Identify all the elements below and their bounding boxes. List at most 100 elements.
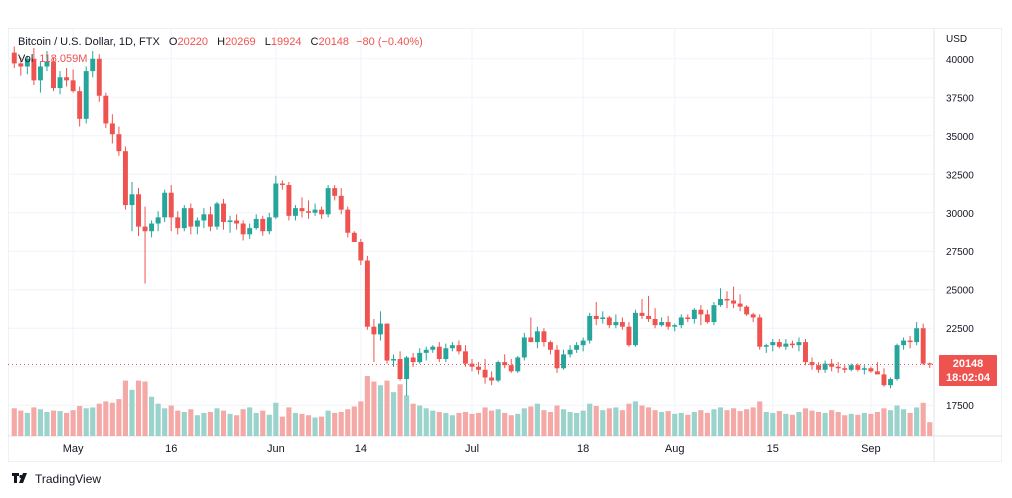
volume-bar [436,412,442,436]
chart-background [8,28,1002,462]
brand-name: TradingView [35,472,102,486]
volume-bar [109,402,115,436]
volume-bar [194,415,200,436]
volume-bar [181,412,187,436]
candle-body [574,345,580,350]
x-tick-label: 15 [767,443,779,455]
tradingview-logo-icon [12,473,27,483]
volume-bar [678,412,684,436]
candle-body [155,217,161,224]
candle-body [70,80,76,92]
candle-body [377,323,383,335]
volume-bar [711,409,717,436]
volume-legend: Vol 118.059M [18,51,87,67]
volume-bar [593,406,599,436]
candle-body [489,377,495,381]
candle-body [482,369,488,378]
volume-bar [410,403,416,436]
volume-bar [220,410,227,436]
candle-body [90,58,96,72]
volume-bar [717,407,724,436]
candle-body [286,185,292,216]
volume-bar [11,408,17,436]
volume-bar [325,410,331,436]
candle-body [371,326,377,335]
candle-body [619,322,625,327]
x-tick-label: 14 [355,443,367,455]
volume-bar [83,408,89,436]
volume-bar [920,402,926,436]
close-value: 20148 [318,36,350,48]
candle-body [292,208,298,216]
candle-body [129,194,135,206]
x-tick-label: Aug [665,443,685,455]
candle-body [547,342,553,350]
symbol-legend: Bitcoin / U.S. Dollar, 1D, FTX O20220 H2… [18,34,423,50]
candle-body [404,357,410,380]
volume-bar [776,411,782,436]
candle-body [704,314,710,323]
volume-bar [417,405,423,436]
candle-body [789,343,795,346]
candle-body [253,218,259,229]
candle-body [567,349,573,355]
candle-body [724,298,730,301]
y-tick-label: 22500 [946,324,974,335]
volume-bar [600,410,606,436]
candle-body [57,77,63,89]
volume-bar [789,414,795,436]
candle-body [665,322,671,327]
volume-bar [626,403,632,436]
volume-bar [253,412,259,436]
volume-bar [796,412,802,436]
volume-bar [822,412,828,436]
y-axis-label: USD [946,34,967,45]
volume-bar [18,410,24,436]
volume-bar [874,412,880,436]
volume-bar [835,412,841,436]
volume-bar [31,407,37,436]
volume-value: 118.059M [39,53,88,65]
brand-footer[interactable]: TradingView [12,472,101,486]
candle-body [868,368,874,372]
volume-bar [214,408,220,436]
volume-bar [266,414,272,436]
candle-body [417,352,423,363]
candle-body [37,66,43,81]
candle-body [508,365,514,372]
candle-body [24,58,30,67]
candle-body [279,183,285,186]
volume-bar [868,413,874,436]
candle-body [96,58,102,96]
candle-body [613,322,619,326]
candle-body [168,192,174,218]
y-tick-label: 35000 [946,132,974,143]
symbol-title: Bitcoin / U.S. Dollar, 1D, FTX [18,36,160,48]
candlestick-chart[interactable]: USD1750020000225002500027500300003250035… [8,28,1002,462]
volume-bar [691,412,697,436]
x-tick-label: 16 [165,443,177,455]
volume-bar [704,412,710,436]
volume-bar [175,410,181,436]
candle-body [626,326,632,346]
x-tick-label: May [63,443,84,455]
y-tick-label: 37500 [946,93,974,104]
candle-body [430,346,436,350]
candle-body [678,317,684,326]
candle-body [116,134,122,152]
volume-bar [37,409,43,436]
chart-area[interactable]: USD1750020000225002500027500300003250035… [8,28,1002,462]
volume-bar [50,410,57,436]
candle-body [842,368,848,370]
volume-bar [456,412,462,436]
volume-bar [901,409,907,436]
volume-bar [829,410,835,436]
candle-body [796,342,802,346]
candle-body [855,365,861,370]
volume-bar [855,414,861,436]
high-label: H [217,36,226,48]
candle-body [306,211,311,213]
low-value: 19924 [270,36,302,48]
candle-body [436,346,442,360]
y-tick-label: 40000 [946,55,974,66]
